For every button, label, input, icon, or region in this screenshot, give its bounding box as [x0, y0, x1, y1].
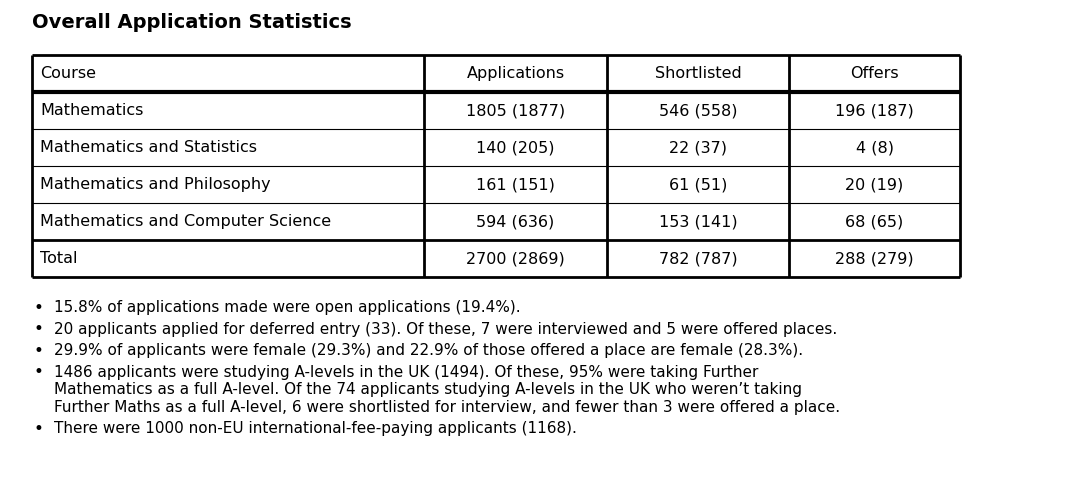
Text: 61 (51): 61 (51) [670, 177, 728, 192]
Text: 20 (19): 20 (19) [846, 177, 904, 192]
Text: 15.8% of applications made were open applications (19.4%).: 15.8% of applications made were open app… [54, 300, 521, 315]
Text: Offers: Offers [850, 66, 899, 81]
Text: 161 (151): 161 (151) [476, 177, 555, 192]
Text: 68 (65): 68 (65) [846, 214, 904, 229]
Text: 1486 applicants were studying A-levels in the UK (1494). Of these, 95% were taki: 1486 applicants were studying A-levels i… [54, 365, 758, 380]
Text: •: • [33, 342, 44, 360]
Text: 594 (636): 594 (636) [476, 214, 555, 229]
Text: 4 (8): 4 (8) [855, 140, 893, 155]
Text: Further Maths as a full A-level, 6 were shortlisted for interview, and fewer tha: Further Maths as a full A-level, 6 were … [54, 400, 840, 415]
Text: 140 (205): 140 (205) [476, 140, 555, 155]
Text: Mathematics: Mathematics [40, 103, 144, 118]
Text: Course: Course [40, 66, 96, 81]
Text: 1805 (1877): 1805 (1877) [465, 103, 565, 118]
Text: 546 (558): 546 (558) [659, 103, 738, 118]
Text: 29.9% of applicants were female (29.3%) and 22.9% of those offered a place are f: 29.9% of applicants were female (29.3%) … [54, 343, 804, 358]
Text: 288 (279): 288 (279) [835, 251, 914, 266]
Text: Mathematics and Computer Science: Mathematics and Computer Science [40, 214, 332, 229]
Text: Overall Application Statistics: Overall Application Statistics [32, 12, 352, 32]
Text: •: • [33, 420, 44, 438]
Text: Shortlisted: Shortlisted [654, 66, 742, 81]
Text: 153 (141): 153 (141) [659, 214, 738, 229]
Text: 20 applicants applied for deferred entry (33). Of these, 7 were interviewed and : 20 applicants applied for deferred entry… [54, 322, 837, 337]
Text: •: • [33, 320, 44, 338]
Text: •: • [33, 299, 44, 317]
Text: Mathematics and Statistics: Mathematics and Statistics [40, 140, 257, 155]
Text: 782 (787): 782 (787) [659, 251, 738, 266]
Text: 2700 (2869): 2700 (2869) [467, 251, 565, 266]
Text: •: • [33, 363, 44, 381]
Text: Mathematics and Philosophy: Mathematics and Philosophy [40, 177, 271, 192]
Text: 196 (187): 196 (187) [835, 103, 914, 118]
Text: 22 (37): 22 (37) [670, 140, 727, 155]
Text: Applications: Applications [467, 66, 565, 81]
Text: Mathematics as a full A-level. Of the 74 applicants studying A-levels in the UK : Mathematics as a full A-level. Of the 74… [54, 382, 802, 397]
Text: Total: Total [40, 251, 78, 266]
Text: There were 1000 non-EU international-fee-paying applicants (1168).: There were 1000 non-EU international-fee… [54, 421, 577, 436]
